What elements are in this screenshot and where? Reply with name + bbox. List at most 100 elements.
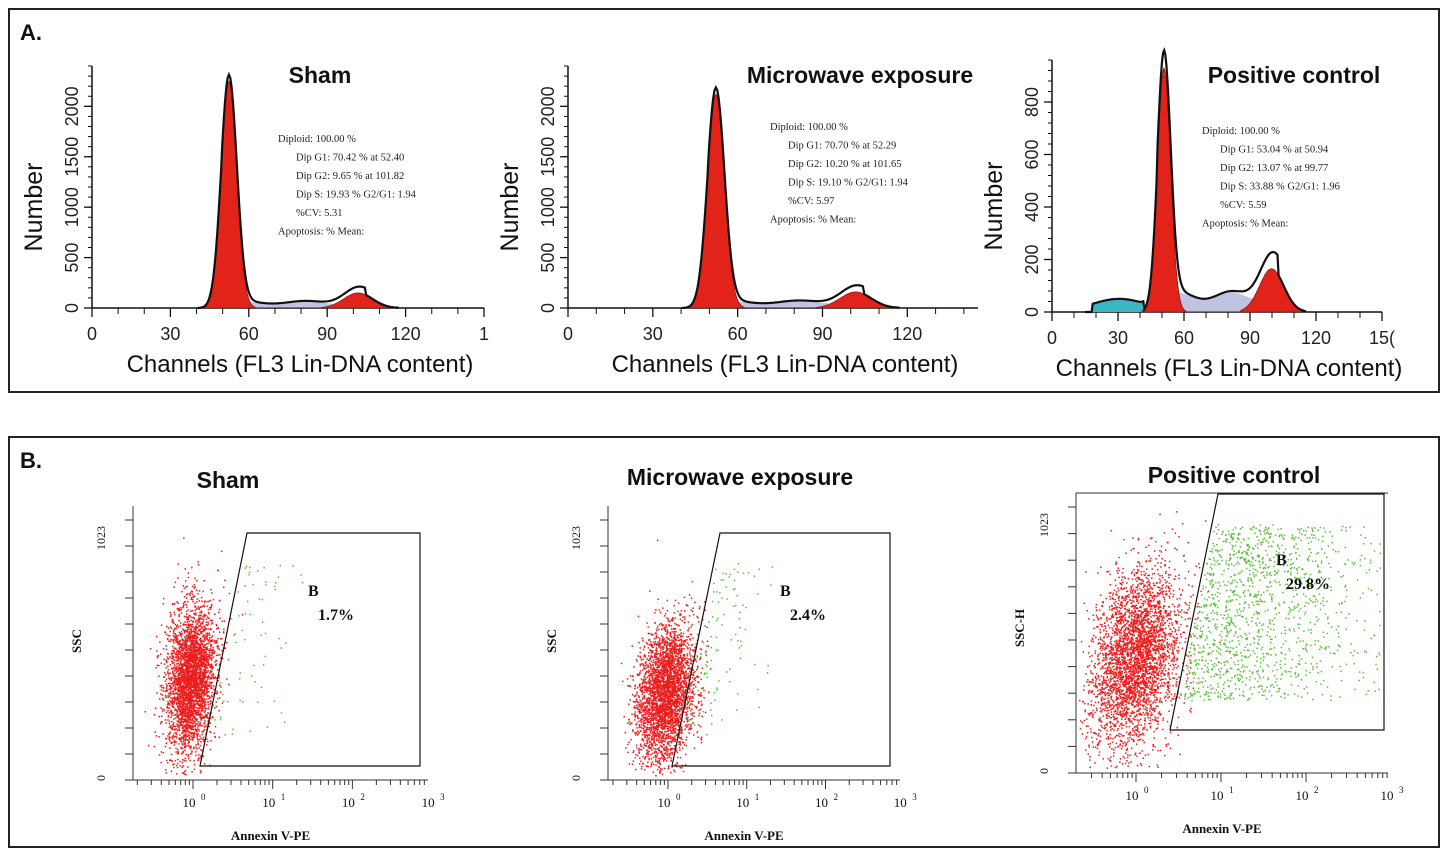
- event-dot: [219, 653, 221, 656]
- event-dot: [185, 683, 188, 686]
- event-dot: [212, 676, 214, 678]
- event-dot: [175, 657, 177, 659]
- event-dot: [206, 715, 208, 718]
- event-dot: [184, 686, 186, 688]
- event-dot: [656, 692, 658, 695]
- event-dot: [216, 690, 218, 692]
- event-dot: [199, 696, 201, 698]
- event-dot: [193, 713, 195, 715]
- event-dot: [219, 617, 221, 619]
- event-dot: [222, 632, 225, 634]
- event-dot: [200, 707, 203, 710]
- event-dot: [197, 740, 199, 742]
- event-dot: [668, 756, 670, 759]
- event-dot: [186, 708, 188, 711]
- y-tick-label: 1000: [538, 187, 558, 227]
- event-dot: [664, 640, 667, 642]
- event-dot: [175, 702, 178, 704]
- event-dot: [210, 645, 212, 648]
- stats-line: Dip G2: 10.20 % at 101.65: [788, 159, 901, 170]
- event-dot: [195, 668, 197, 671]
- event-dot: [206, 600, 208, 603]
- event-dot: [191, 679, 193, 681]
- event-dot: [183, 735, 186, 738]
- event-dot: [189, 658, 192, 660]
- event-dot: [185, 773, 187, 776]
- event-dot: [168, 707, 171, 709]
- event-dot: [211, 681, 213, 684]
- event-dot: [198, 747, 200, 749]
- event-dot: [185, 597, 188, 599]
- event-dot: [175, 641, 178, 643]
- event-dot: [203, 705, 206, 708]
- event-dot: [242, 701, 244, 703]
- event-dot: [164, 694, 167, 697]
- event-dot: [211, 687, 213, 689]
- event-dot: [655, 637, 657, 639]
- event-dot: [207, 628, 209, 630]
- event-dot: [663, 752, 666, 755]
- event-dot: [175, 699, 177, 702]
- event-dot: [649, 684, 651, 686]
- event-dot: [239, 672, 241, 674]
- event-dot: [194, 606, 197, 608]
- event-dot: [186, 724, 189, 727]
- event-dot: [185, 692, 187, 695]
- event-dot: [196, 730, 198, 733]
- event-dot: [212, 646, 214, 649]
- event-dot: [176, 650, 178, 652]
- event-dot: [207, 639, 209, 642]
- event-dot: [178, 729, 181, 732]
- event-dot: [216, 692, 219, 694]
- event-dot: [193, 584, 196, 586]
- event-dot: [657, 636, 660, 639]
- event-dot: [194, 705, 196, 707]
- event-dot: [207, 655, 210, 657]
- event-dot: [656, 667, 658, 669]
- event-dot: [185, 610, 188, 613]
- event-dot: [648, 744, 651, 746]
- event-dot: [204, 709, 206, 712]
- event-dot: [193, 652, 195, 654]
- event-dot: [662, 702, 664, 705]
- stats-line: %CV: 5.97: [788, 196, 834, 207]
- event-dot: [175, 728, 178, 730]
- event-dot: [168, 733, 170, 735]
- event-dot: [171, 687, 173, 689]
- event-dot: [203, 646, 205, 649]
- y-tick-label: 200: [1022, 244, 1042, 274]
- event-dot: [170, 627, 173, 630]
- event-dot: [686, 719, 688, 721]
- event-dot: [193, 645, 196, 647]
- event-dot: [691, 714, 693, 716]
- event-dot: [166, 759, 168, 762]
- event-dot: [197, 650, 200, 653]
- event-dot: [189, 682, 192, 685]
- event-dot: [189, 715, 192, 717]
- event-dot: [219, 599, 221, 602]
- event-dot: [699, 606, 701, 608]
- event-dot: [191, 697, 193, 699]
- event-dot: [182, 694, 185, 696]
- event-dot: [209, 685, 211, 687]
- event-dot: [194, 677, 196, 679]
- event-dot: [184, 673, 186, 675]
- event-dot: [203, 704, 206, 707]
- event-dot: [653, 733, 655, 735]
- event-dot: [203, 644, 206, 646]
- event-dot: [164, 745, 167, 748]
- plot-title: Sham: [197, 467, 260, 493]
- event-dot: [245, 565, 248, 568]
- event-dot: [688, 723, 690, 726]
- event-dot: [673, 652, 676, 654]
- event-dot: [181, 645, 183, 647]
- event-dot: [182, 671, 185, 673]
- event-dot: [181, 724, 184, 726]
- event-dot: [186, 674, 189, 677]
- event-dot: [204, 629, 206, 632]
- event-dot: [156, 692, 158, 694]
- event-dot: [219, 663, 221, 665]
- event-dot: [203, 663, 206, 665]
- event-dot: [202, 615, 204, 617]
- event-dot: [196, 631, 198, 633]
